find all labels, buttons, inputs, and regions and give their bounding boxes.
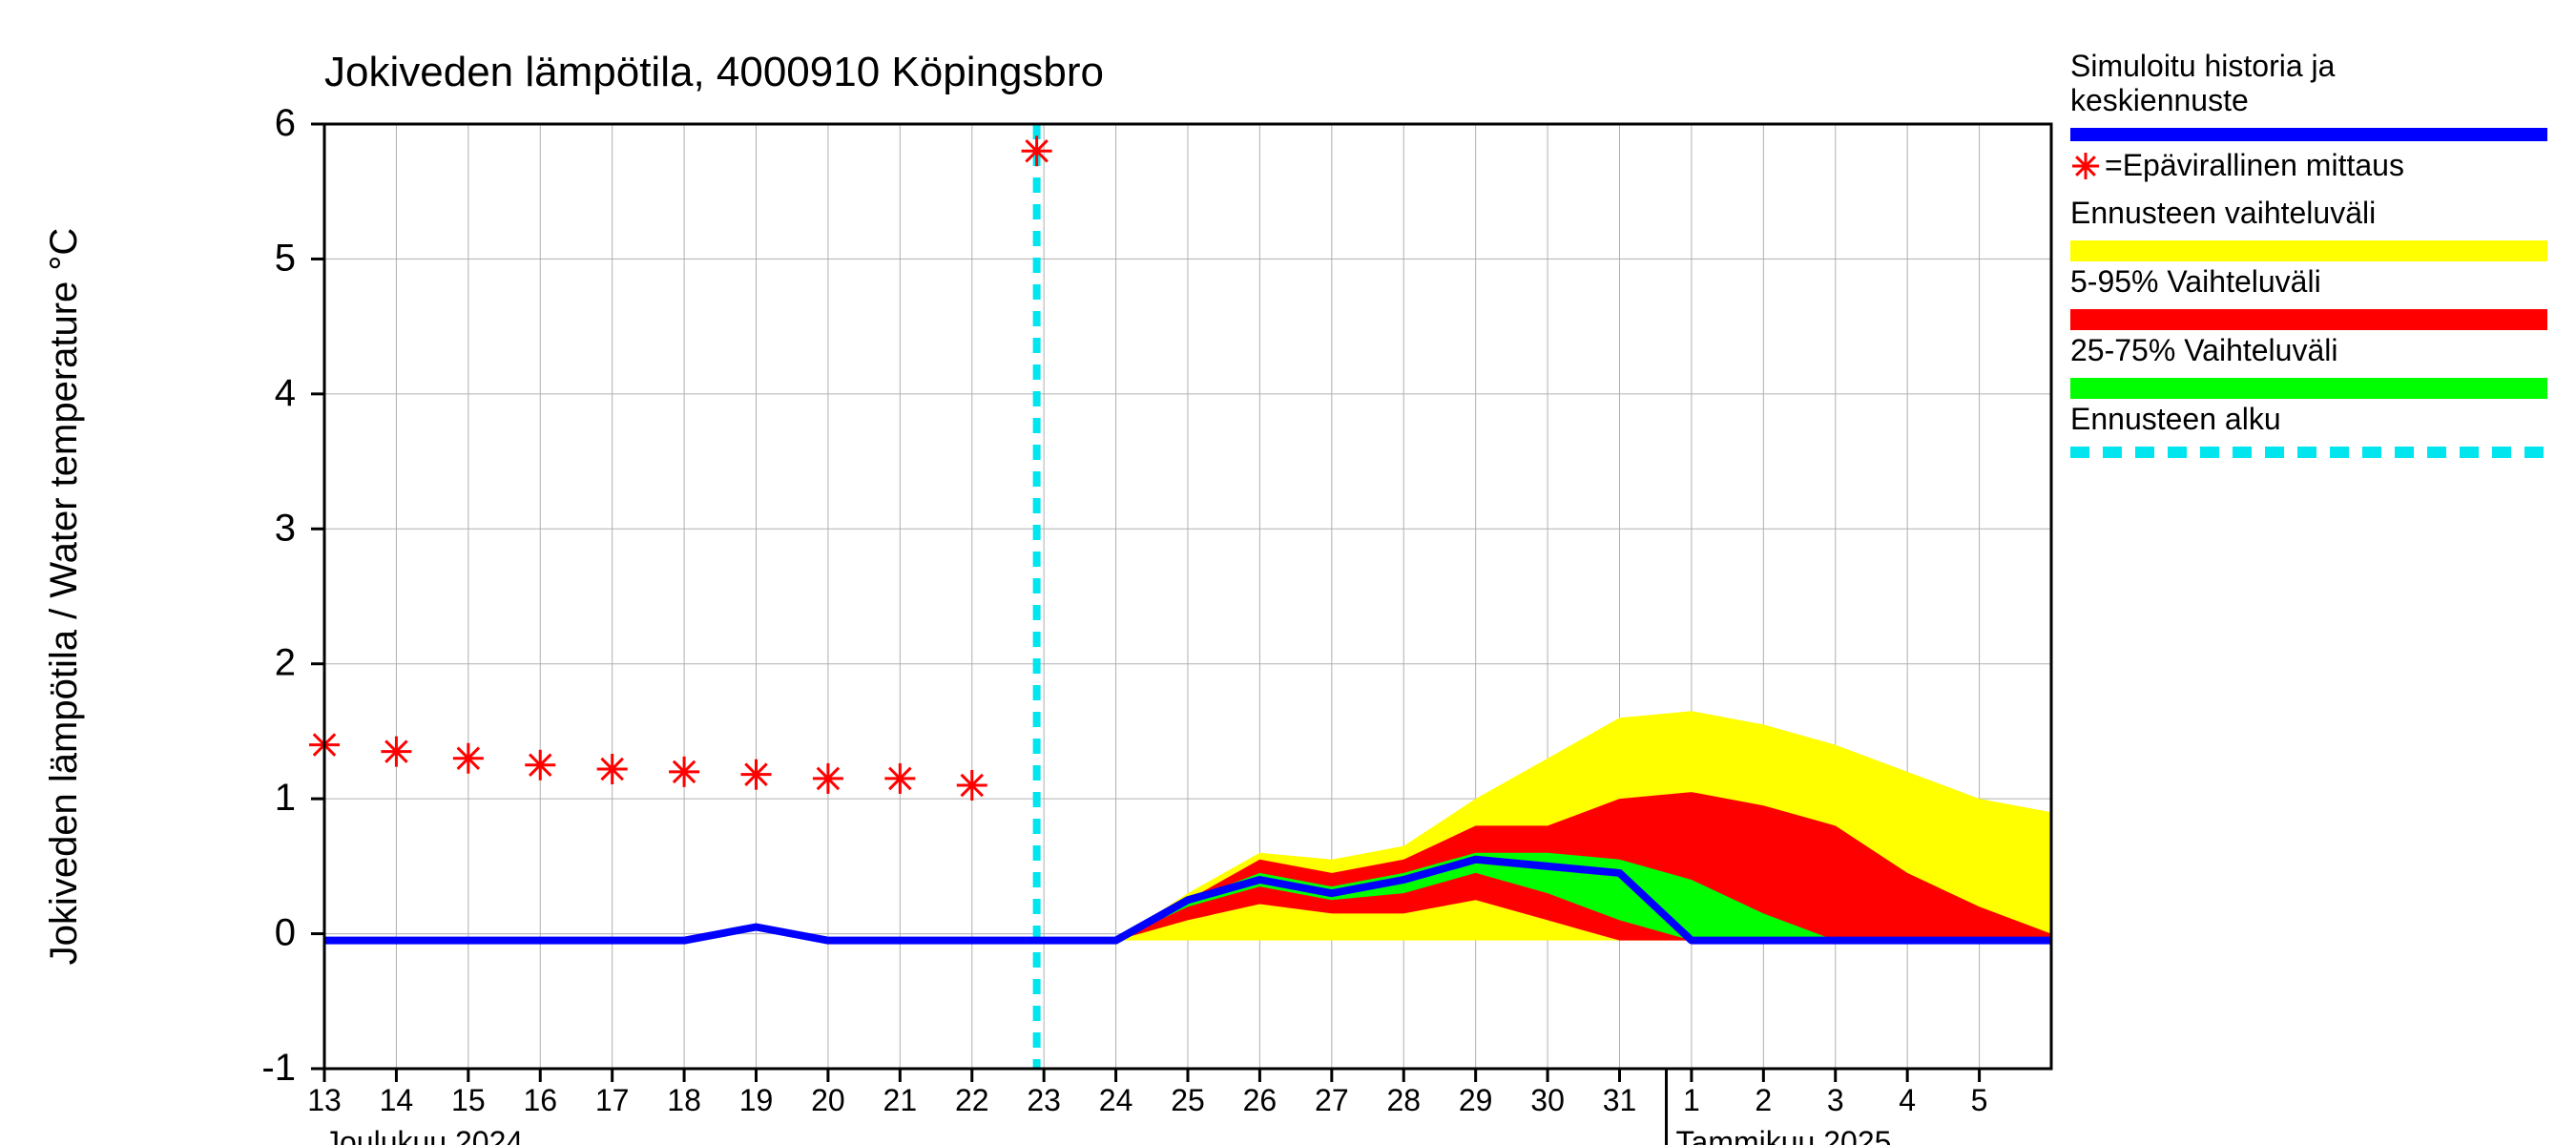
xtick-label: 3 [1827, 1083, 1844, 1117]
xtick-label: 28 [1386, 1083, 1421, 1117]
xtick-label: 22 [955, 1083, 989, 1117]
xtick-label: 24 [1099, 1083, 1133, 1117]
legend-label: 5-95% Vaihteluväli [2070, 264, 2321, 299]
xtick-label: 31 [1603, 1083, 1637, 1117]
legend-label: Simuloitu historia ja [2070, 49, 2336, 83]
ytick-label: 5 [275, 237, 296, 279]
chart-container: -101234561314151617181920212223242526272… [0, 0, 2576, 1145]
xtick-label: 21 [883, 1083, 918, 1117]
xtick-label: 15 [451, 1083, 486, 1117]
xtick-label: 25 [1171, 1083, 1205, 1117]
xtick-label: 14 [380, 1083, 414, 1117]
obs-marker [2072, 153, 2099, 179]
ytick-label: 3 [275, 507, 296, 549]
xtick-label: 1 [1683, 1083, 1700, 1117]
xtick-label: 20 [811, 1083, 845, 1117]
obs-marker [525, 750, 555, 781]
legend-label: Ennusteen vaihteluväli [2070, 196, 2376, 230]
obs-marker [1022, 135, 1052, 166]
month2-fi: Tammikuu 2025 [1676, 1125, 1892, 1145]
xtick-label: 5 [1971, 1083, 1988, 1117]
ytick-label: 2 [275, 642, 296, 684]
ytick-label: -1 [261, 1047, 296, 1089]
xtick-label: 23 [1027, 1083, 1061, 1117]
ytick-label: 1 [275, 777, 296, 819]
xtick-label: 18 [667, 1083, 701, 1117]
legend-label: keskiennuste [2070, 83, 2249, 117]
xtick-label: 17 [595, 1083, 630, 1117]
chart-svg: -101234561314151617181920212223242526272… [0, 0, 2576, 1145]
xtick-label: 29 [1459, 1083, 1493, 1117]
xtick-label: 2 [1755, 1083, 1772, 1117]
ytick-label: 6 [275, 102, 296, 144]
y-axis-label: Jokiveden lämpötila / Water temperature … [43, 228, 85, 966]
month1-fi: Joulukuu 2024 [324, 1125, 523, 1145]
xtick-label: 30 [1530, 1083, 1565, 1117]
xtick-label: 4 [1899, 1083, 1916, 1117]
chart-title: Jokiveden lämpötila, 4000910 Köpingsbro [324, 49, 1104, 95]
obs-marker [957, 770, 987, 801]
ytick-label: 4 [275, 372, 296, 414]
legend-label: =Epävirallinen mittaus [2105, 148, 2404, 182]
ytick-label: 0 [275, 912, 296, 954]
xtick-label: 19 [739, 1083, 774, 1117]
legend-label: Ennusteen alku [2070, 402, 2281, 436]
legend-label: 25-75% Vaihteluväli [2070, 333, 2337, 367]
xtick-label: 27 [1315, 1083, 1349, 1117]
obs-marker [741, 760, 772, 790]
xtick-label: 16 [523, 1083, 557, 1117]
xtick-label: 26 [1243, 1083, 1278, 1117]
xtick-label: 13 [307, 1083, 342, 1117]
